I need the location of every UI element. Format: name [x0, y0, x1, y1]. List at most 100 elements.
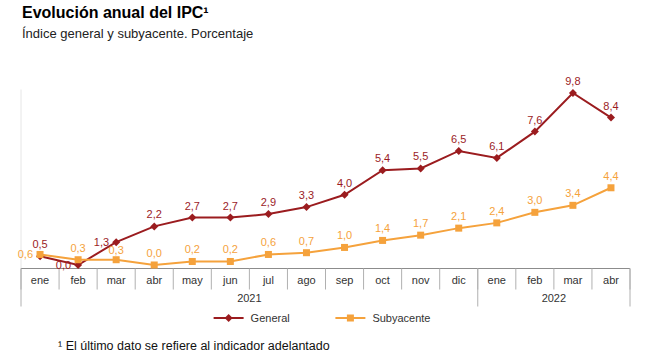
marker	[151, 261, 158, 268]
legend-marker	[225, 314, 233, 322]
x-tick	[515, 269, 516, 290]
x-tick	[173, 269, 174, 290]
data-label: 2,2	[147, 208, 162, 220]
x-tick	[325, 269, 326, 290]
marker	[493, 219, 500, 226]
group-label: 2022	[542, 292, 566, 304]
data-label: 4,0	[337, 177, 352, 189]
data-label: 4,4	[603, 170, 618, 182]
x-tick	[97, 269, 98, 290]
group-separator	[477, 269, 478, 307]
marker	[226, 214, 234, 222]
legend-label: General	[251, 312, 290, 324]
marker	[188, 214, 196, 222]
series-line	[40, 93, 611, 265]
marker	[264, 210, 272, 218]
x-tick-label: feb	[70, 274, 85, 286]
data-label: 2,7	[223, 200, 238, 212]
x-tick-label: jul	[262, 274, 274, 286]
data-label: 1,3	[94, 236, 109, 248]
data-label: 0,0	[147, 247, 162, 259]
data-label: 2,7	[185, 200, 200, 212]
marker	[607, 114, 615, 122]
y-range-line	[21, 90, 22, 269]
x-tick	[59, 269, 60, 290]
data-label: 1,0	[337, 229, 352, 241]
marker	[37, 251, 44, 258]
data-label: 8,4	[603, 100, 618, 112]
x-tick-label: oct	[375, 274, 390, 286]
x-tick-label: ene	[31, 274, 49, 286]
x-tick-label: jun	[222, 274, 238, 286]
data-label: 0,3	[70, 242, 85, 254]
marker	[531, 128, 539, 136]
legend-label: Subyacente	[372, 312, 430, 324]
marker	[341, 191, 349, 199]
marker	[150, 222, 158, 230]
data-label: 0,3	[109, 244, 124, 256]
x-tick	[553, 269, 554, 290]
x-tick-label: may	[182, 274, 203, 286]
footnote: ¹ El último dato se refiere al indicador…	[58, 339, 330, 353]
plot-area	[36, 89, 615, 269]
group-separator	[21, 269, 22, 307]
marker	[531, 209, 538, 216]
x-tick-label: dic	[452, 274, 467, 286]
x-tick	[439, 269, 440, 290]
marker	[265, 251, 272, 258]
data-label: 2,4	[489, 205, 504, 217]
x-tick	[363, 269, 364, 290]
marker	[189, 258, 196, 265]
data-label: 0,6	[261, 236, 276, 248]
data-label: 0,7	[299, 235, 314, 247]
x-tick-label: ene	[488, 274, 506, 286]
marker	[379, 237, 386, 244]
x-tick-label: abr	[146, 274, 162, 286]
marker	[417, 164, 425, 172]
marker	[417, 232, 424, 239]
data-label: 6,1	[489, 140, 504, 152]
x-tick-label: sep	[336, 274, 354, 286]
data-label: 6,5	[451, 133, 466, 145]
legend: General Subyacente	[214, 312, 431, 324]
data-label: 0,6	[18, 248, 33, 260]
marker	[455, 147, 463, 155]
x-tick-label: mar	[563, 274, 582, 286]
legend-marker	[347, 315, 354, 322]
marker	[75, 256, 82, 263]
x-tick	[591, 269, 592, 290]
marker	[341, 244, 348, 251]
data-label: 7,6	[527, 114, 542, 126]
data-label: 3,3	[299, 189, 314, 201]
x-tick	[249, 269, 250, 290]
group-label: 2021	[237, 292, 261, 304]
subtitle: Índice general y subyacente. Porcentaje	[22, 26, 253, 41]
data-label: 1,7	[413, 217, 428, 229]
title: Evolución anual del IPC¹	[22, 4, 209, 21]
chart: Evolución anual del IPC¹ Índice general y…	[0, 0, 650, 358]
marker	[569, 202, 576, 209]
marker	[455, 225, 462, 232]
x-tick-label: abr	[603, 274, 619, 286]
data-label: 2,1	[451, 210, 466, 222]
x-tick-label: feb	[527, 274, 542, 286]
data-label: 9,8	[565, 75, 580, 87]
data-label: 5,5	[413, 150, 428, 162]
group-separator	[630, 269, 631, 307]
x-tick	[135, 269, 136, 290]
series-line	[40, 188, 611, 265]
marker	[302, 203, 310, 211]
marker	[379, 166, 387, 174]
data-labels: 0,5 0,0 1,3 2,2 2,7 2,7 2,9 3,3 4,0 5,4 5,5 6,5 6,1 7…	[18, 75, 619, 271]
data-label: 5,4	[375, 152, 390, 164]
x-tick	[287, 269, 288, 290]
marker	[607, 184, 614, 191]
data-label: 2,9	[261, 196, 276, 208]
data-label: 0,2	[223, 243, 238, 255]
data-label: 0,2	[185, 243, 200, 255]
marker	[569, 89, 577, 97]
data-label: 0,0	[56, 259, 71, 271]
data-label: 1,4	[375, 222, 390, 234]
marker	[227, 258, 234, 265]
data-label: 0,5	[32, 238, 47, 250]
